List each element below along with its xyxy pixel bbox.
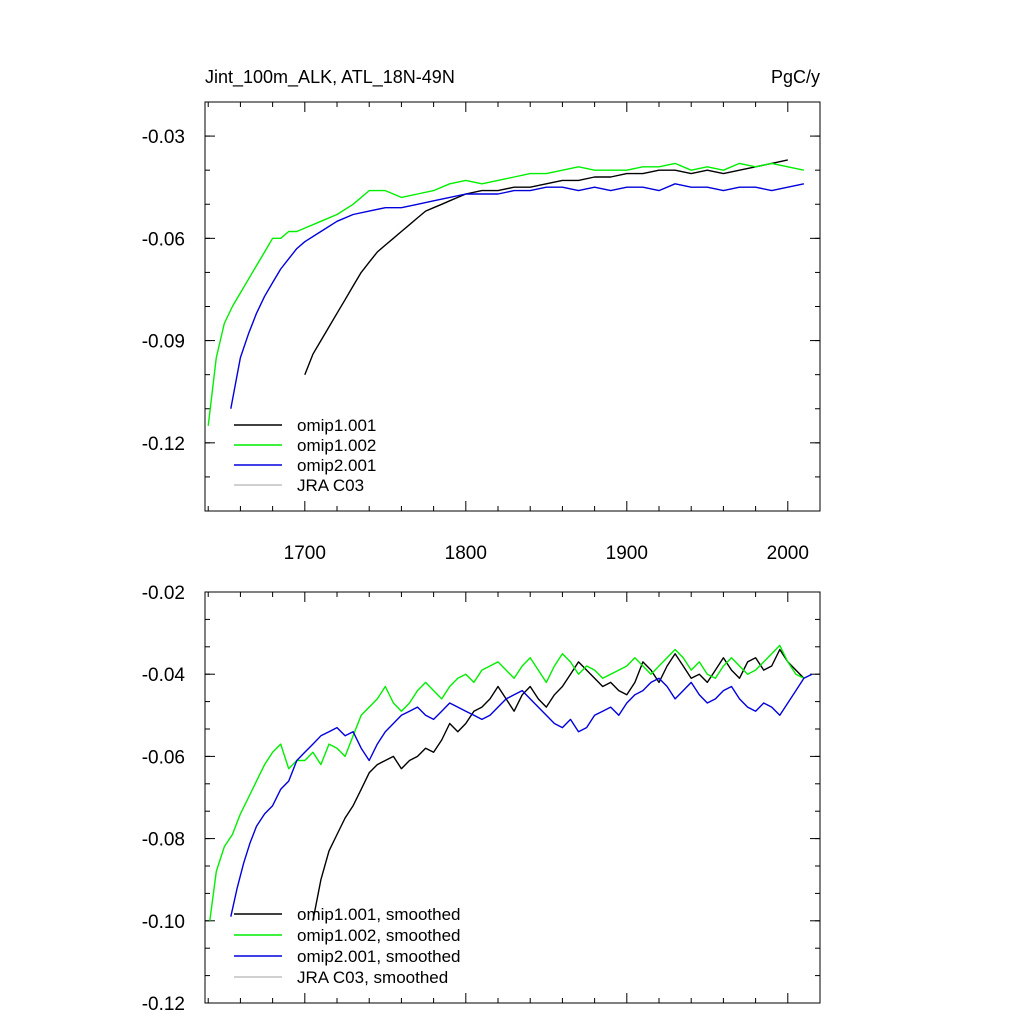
panel-annual: Jint_100m_ALK, ATL_18N-49N PgC/y 1700 180… <box>142 67 821 564</box>
panel-smoothed: -0.12 -0.10 -0.08 -0.06 -0.04 -0.02 omip1.001… <box>142 583 821 1015</box>
legend-label: JRA C03 <box>297 476 364 495</box>
y-tick-label: -0.06 <box>142 747 185 768</box>
legend-label: omip2.001, smoothed <box>297 947 461 966</box>
x-tick-label: 1700 <box>284 543 326 564</box>
series-group-bottom <box>209 644 813 921</box>
y-tick-label: -0.10 <box>142 912 185 933</box>
x-tick-label: 2000 <box>767 543 809 564</box>
y-tick-label: -0.09 <box>142 332 185 353</box>
series-line-omip1-002-smoothed <box>209 644 805 921</box>
series-line-omip2-001 <box>230 183 805 409</box>
series-line-omip2-001-smoothed <box>230 673 813 917</box>
y-tick-label: -0.12 <box>142 434 185 455</box>
legend-label: JRA C03, smoothed <box>297 968 448 987</box>
chart-units: PgC/y <box>771 67 820 87</box>
legend-label: omip2.001 <box>297 456 376 475</box>
y-tick-label: -0.06 <box>142 229 185 250</box>
y-tick-label: -0.02 <box>142 583 185 604</box>
legend-label: omip1.001 <box>297 416 376 435</box>
plot-frame-bottom <box>204 591 821 1004</box>
chart-title: Jint_100m_ALK, ATL_18N-49N <box>205 67 455 88</box>
series-line-omip1-001 <box>304 159 788 375</box>
y-tick-label: -0.12 <box>142 994 185 1015</box>
x-tick-label: 1800 <box>445 543 487 564</box>
series-line-omip1-001-smoothed <box>312 648 805 921</box>
axes-top: 1700 1800 1900 2000 -0.12 -0.09 -0.06 -0.03 <box>142 101 821 564</box>
legend-label: omip1.001, smoothed <box>297 905 461 924</box>
x-tick-label: 1900 <box>606 543 648 564</box>
series-group-top <box>207 159 805 426</box>
axes-bottom: -0.12 -0.10 -0.08 -0.06 -0.04 -0.02 <box>142 583 821 1015</box>
y-tick-label: -0.04 <box>142 665 186 686</box>
y-tick-label: -0.03 <box>142 127 185 148</box>
series-line-omip1-002 <box>207 162 805 426</box>
legend-bottom: omip1.001, smoothed omip1.002, smoothed om… <box>234 905 461 987</box>
legend-label: omip1.002, smoothed <box>297 926 461 945</box>
legend-label: omip1.002 <box>297 436 376 455</box>
y-tick-label: -0.08 <box>142 830 185 851</box>
